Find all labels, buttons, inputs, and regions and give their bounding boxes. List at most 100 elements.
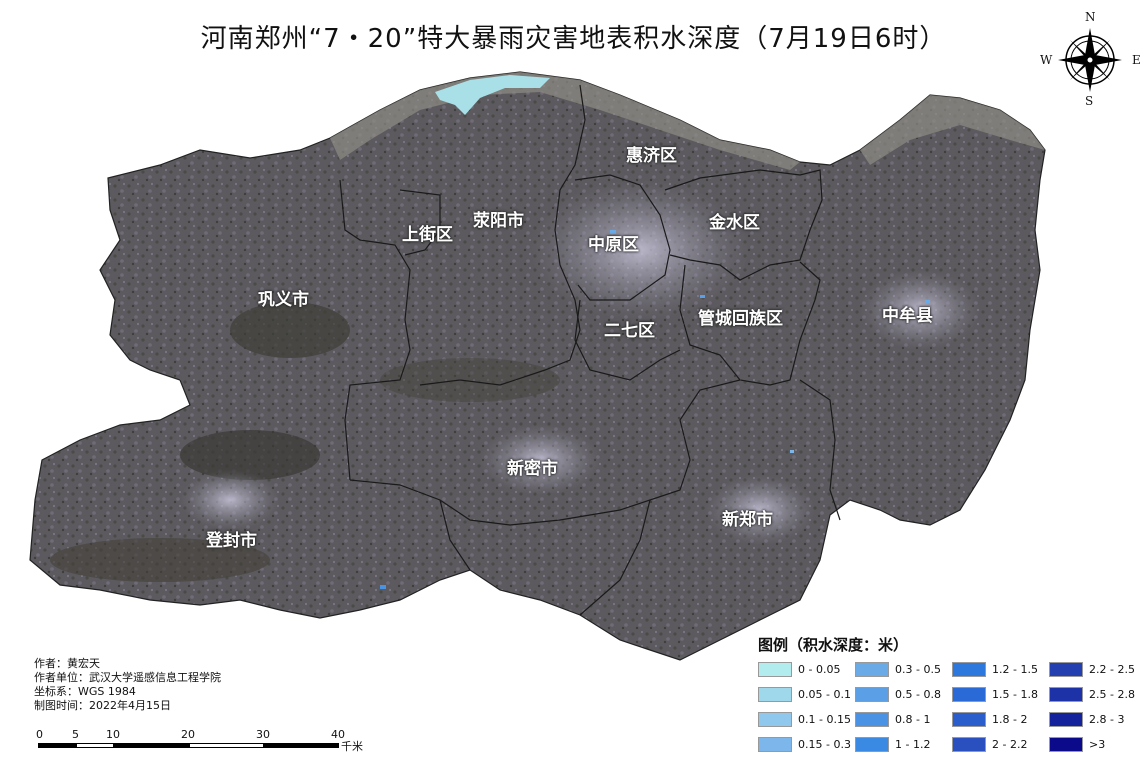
- author-text: 作者：黄宏天: [34, 657, 100, 670]
- legend-swatch: [855, 737, 889, 752]
- legend-swatch: [855, 712, 889, 727]
- legend-item: 0.8 - 1: [855, 710, 950, 730]
- scale-tick-20: 20: [181, 728, 195, 741]
- scale-tick-5: 5: [72, 728, 79, 741]
- legend-item: 0.3 - 0.5: [855, 660, 950, 680]
- legend-item: 0.15 - 0.3: [758, 735, 853, 755]
- legend-item: 0.05 - 0.1: [758, 685, 853, 705]
- water-patch: [790, 450, 794, 453]
- water-patch: [700, 295, 705, 298]
- legend-swatch: [758, 687, 792, 702]
- legend-label: 1.5 - 1.8: [992, 688, 1038, 701]
- yellow-river-water: [435, 75, 550, 115]
- legend-item: 1.2 - 1.5: [952, 660, 1047, 680]
- legend-label: 1.8 - 2: [992, 713, 1028, 726]
- legend-swatch: [1049, 662, 1083, 677]
- legend-swatch: [952, 712, 986, 727]
- mountain-shade: [180, 430, 320, 480]
- compass-w: W: [1040, 53, 1053, 67]
- water-patch: [925, 300, 930, 303]
- legend-label: 0.05 - 0.1: [798, 688, 851, 701]
- district-label-xinzheng: 新郑市: [722, 510, 773, 530]
- water-patch: [380, 585, 386, 589]
- legend-swatch: [758, 662, 792, 677]
- legend-label: 2 - 2.2: [992, 738, 1028, 751]
- legend-item: 1 - 1.2: [855, 735, 950, 755]
- scale-tick-30: 30: [256, 728, 270, 741]
- legend-item: 1.8 - 2: [952, 710, 1047, 730]
- district-label-shangjie: 上街区: [402, 225, 453, 245]
- map-title: 河南郑州“7・20”特大暴雨灾害地表积水深度（7月19日6时）: [200, 24, 947, 54]
- north-arrow: N S W E: [1040, 10, 1141, 110]
- district-label-jinshui: 金水区: [709, 213, 760, 233]
- legend-swatch: [855, 687, 889, 702]
- legend-label: 0.3 - 0.5: [895, 663, 941, 676]
- river-bank: [860, 95, 1045, 165]
- legend-label: 2.8 - 3: [1089, 713, 1125, 726]
- legend-item: >3: [1049, 735, 1144, 755]
- scale-segment: [189, 743, 264, 748]
- legend-label: 0.5 - 0.8: [895, 688, 941, 701]
- legend-item: 2.8 - 3: [1049, 710, 1144, 730]
- mountain-shade: [50, 538, 270, 582]
- urban-area: [860, 270, 980, 350]
- scale-tick-10: 10: [106, 728, 120, 741]
- urban-area: [480, 425, 600, 495]
- legend-swatch: [952, 737, 986, 752]
- map-metadata: 作者：黄宏天 作者单位：武汉大学遥感信息工程学院 坐标系：WGS 1984 制图…: [34, 657, 221, 713]
- legend-label: 0.8 - 1: [895, 713, 931, 726]
- urban-area: [180, 470, 280, 530]
- district-label-xinmi: 新密市: [507, 459, 558, 479]
- legend-item: 0 - 0.05: [758, 660, 853, 680]
- legend-swatch: [1049, 687, 1083, 702]
- district-label-guancheng: 管城回族区: [698, 309, 783, 329]
- legend-swatch: [1049, 737, 1083, 752]
- compass-s: S: [1085, 94, 1094, 108]
- legend-label: 0.15 - 0.3: [798, 738, 851, 751]
- compass-e: E: [1132, 53, 1141, 67]
- district-label-erqi: 二七区: [604, 321, 655, 341]
- district-label-gongyi: 巩义市: [258, 290, 309, 310]
- legend-swatch: [758, 737, 792, 752]
- legend-label: 0.1 - 0.15: [798, 713, 851, 726]
- mountain-shade: [230, 302, 350, 358]
- legend-label: 1 - 1.2: [895, 738, 931, 751]
- legend-swatch: [855, 662, 889, 677]
- crs-text: 坐标系：WGS 1984: [34, 685, 136, 698]
- legend-label: 2.5 - 2.8: [1089, 688, 1135, 701]
- scale-tick-40: 40: [331, 728, 345, 741]
- legend-label: 2.2 - 2.5: [1089, 663, 1135, 676]
- legend-item: 0.5 - 0.8: [855, 685, 950, 705]
- legend-item: 1.5 - 1.8: [952, 685, 1047, 705]
- legend-swatch: [952, 662, 986, 677]
- legend-item: 2.5 - 2.8: [1049, 685, 1144, 705]
- legend-item: 2 - 2.2: [952, 735, 1047, 755]
- urban-area: [530, 180, 750, 320]
- legend-swatch: [952, 687, 986, 702]
- legend: 图例（积水深度：米） 0 - 0.05 0.05 - 0.1 0.1 - 0.15 0…: [752, 634, 1142, 764]
- legend-title: 图例（积水深度：米）: [758, 636, 909, 654]
- scale-tick-0: 0: [36, 728, 43, 741]
- compass-n: N: [1085, 10, 1096, 24]
- legend-item: 2.2 - 2.5: [1049, 660, 1144, 680]
- unit-text: 作者单位：武汉大学遥感信息工程学院: [34, 671, 221, 684]
- district-label-huiji: 惠济区: [626, 146, 677, 166]
- district-label-xingyang: 荥阳市: [473, 211, 524, 231]
- mountain-shade: [380, 358, 560, 402]
- scale-bar: 0 5 10 20 30 40 千米: [36, 728, 376, 758]
- legend-swatch: [1049, 712, 1083, 727]
- district-label-zhongyuan: 中原区: [588, 235, 639, 255]
- scale-segment: [76, 743, 114, 748]
- legend-label: 1.2 - 1.5: [992, 663, 1038, 676]
- legend-label: >3: [1089, 738, 1106, 751]
- scale-segment: [38, 743, 76, 748]
- legend-swatch: [758, 712, 792, 727]
- scale-segment: [114, 743, 189, 748]
- legend-item: 0.1 - 0.15: [758, 710, 853, 730]
- district-label-dengfeng: 登封市: [206, 531, 257, 551]
- scale-segment: [264, 743, 339, 748]
- scale-unit: 千米: [341, 740, 363, 753]
- district-boundaries: [339, 84, 841, 616]
- water-patch: [610, 230, 616, 234]
